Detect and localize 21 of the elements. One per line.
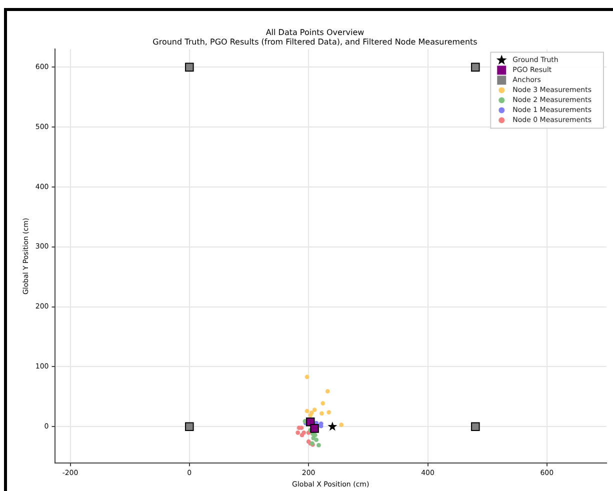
point [304, 374, 310, 380]
point [319, 411, 324, 416]
point [185, 422, 194, 432]
point [316, 443, 321, 448]
point [310, 424, 319, 433]
point [296, 430, 300, 435]
point [339, 422, 344, 428]
point [320, 401, 326, 406]
chart-subtitle: Ground Truth, PGO Results (from Filtered Data), and Filtered Node Measurements [152, 37, 478, 46]
point [471, 62, 480, 72]
point [185, 62, 194, 72]
point [326, 410, 332, 414]
point [308, 413, 313, 418]
point [312, 408, 317, 412]
point [471, 422, 480, 432]
chart-title: All Data Points Overview [266, 28, 365, 37]
point [304, 408, 310, 414]
point [302, 430, 306, 435]
point [328, 422, 338, 431]
point [314, 438, 319, 442]
point [325, 389, 330, 394]
